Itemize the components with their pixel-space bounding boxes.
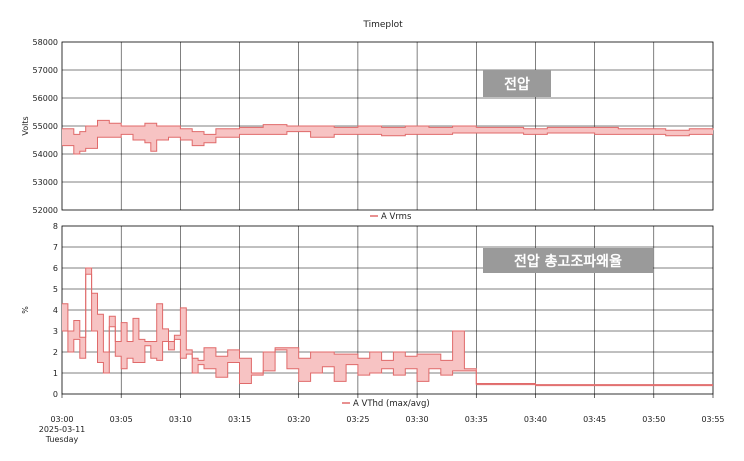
x-tick-label: 03:30 xyxy=(406,415,429,424)
y-tick-label-vrms: 55000 xyxy=(33,122,58,131)
voltage-panel: 52000 53000 54000 55000 56000 57000 58000 Volts xyxy=(21,38,714,215)
x-axis-date: 2025-03-11 xyxy=(39,425,86,434)
x-tick-label: 03:35 xyxy=(465,415,488,424)
x-tick-label: 03:05 xyxy=(110,415,133,424)
y-tick-label-vrms: 52000 xyxy=(33,206,58,215)
voltage-badge-label: 전압 xyxy=(504,76,530,93)
x-tick-label: 03:50 xyxy=(642,415,665,424)
x-tick-label: 03:10 xyxy=(169,415,192,424)
voltage-badge xyxy=(483,70,551,97)
y-tick-label-vthd: 1 xyxy=(53,369,58,378)
x-tick-label: 03:40 xyxy=(524,415,547,424)
series-lower-line-vthd xyxy=(62,273,713,387)
series-lower-line-vrms xyxy=(62,131,713,155)
series-upper-line-vrms xyxy=(62,119,714,135)
y-tick-label-vrms: 56000 xyxy=(33,94,58,103)
y-axis-label-vrms: Volts xyxy=(21,116,30,135)
y-tick-label-vthd: 3 xyxy=(53,327,58,336)
x-tick-label: 03:20 xyxy=(287,415,310,424)
y-tick-label-vthd: 5 xyxy=(53,285,58,294)
y-tick-label-vthd: 0 xyxy=(53,390,58,399)
y-tick-label-vthd: 8 xyxy=(53,222,58,231)
y-axis-label-vthd: % xyxy=(21,306,30,314)
y-tick-label-vrms: 53000 xyxy=(33,178,58,187)
y-tick-label-vthd: 7 xyxy=(53,243,58,252)
y-tick-label-vrms: 57000 xyxy=(33,66,58,75)
x-tick-label: 03:00 xyxy=(50,415,73,424)
legend-label-vthd: A VThd (max/avg) xyxy=(353,399,430,409)
y-tick-label-vrms: 58000 xyxy=(33,38,58,47)
x-axis-weekday: Tuesday xyxy=(45,435,79,444)
x-tick-label: 03:25 xyxy=(346,415,369,424)
y-tick-label-vthd: 6 xyxy=(53,264,58,273)
x-tick-label: 03:45 xyxy=(583,415,606,424)
x-tick-label: 03:15 xyxy=(228,415,251,424)
thd-badge xyxy=(483,248,653,273)
y-tick-label-vthd: 2 xyxy=(53,348,58,357)
y-tick-label-vthd: 4 xyxy=(53,306,58,315)
legend-label-vrms: A Vrms xyxy=(381,212,412,222)
thd-badge-label: 전압 총고조파왜율 xyxy=(514,253,622,270)
y-tick-label-vrms: 54000 xyxy=(33,150,58,159)
chart-title: Timeplot xyxy=(362,20,403,30)
x-tick-label: 03:55 xyxy=(701,415,724,424)
x-axis: 03:00 03:05 03:10 03:15 03:20 03:25 03:30 03:35… xyxy=(50,394,725,424)
